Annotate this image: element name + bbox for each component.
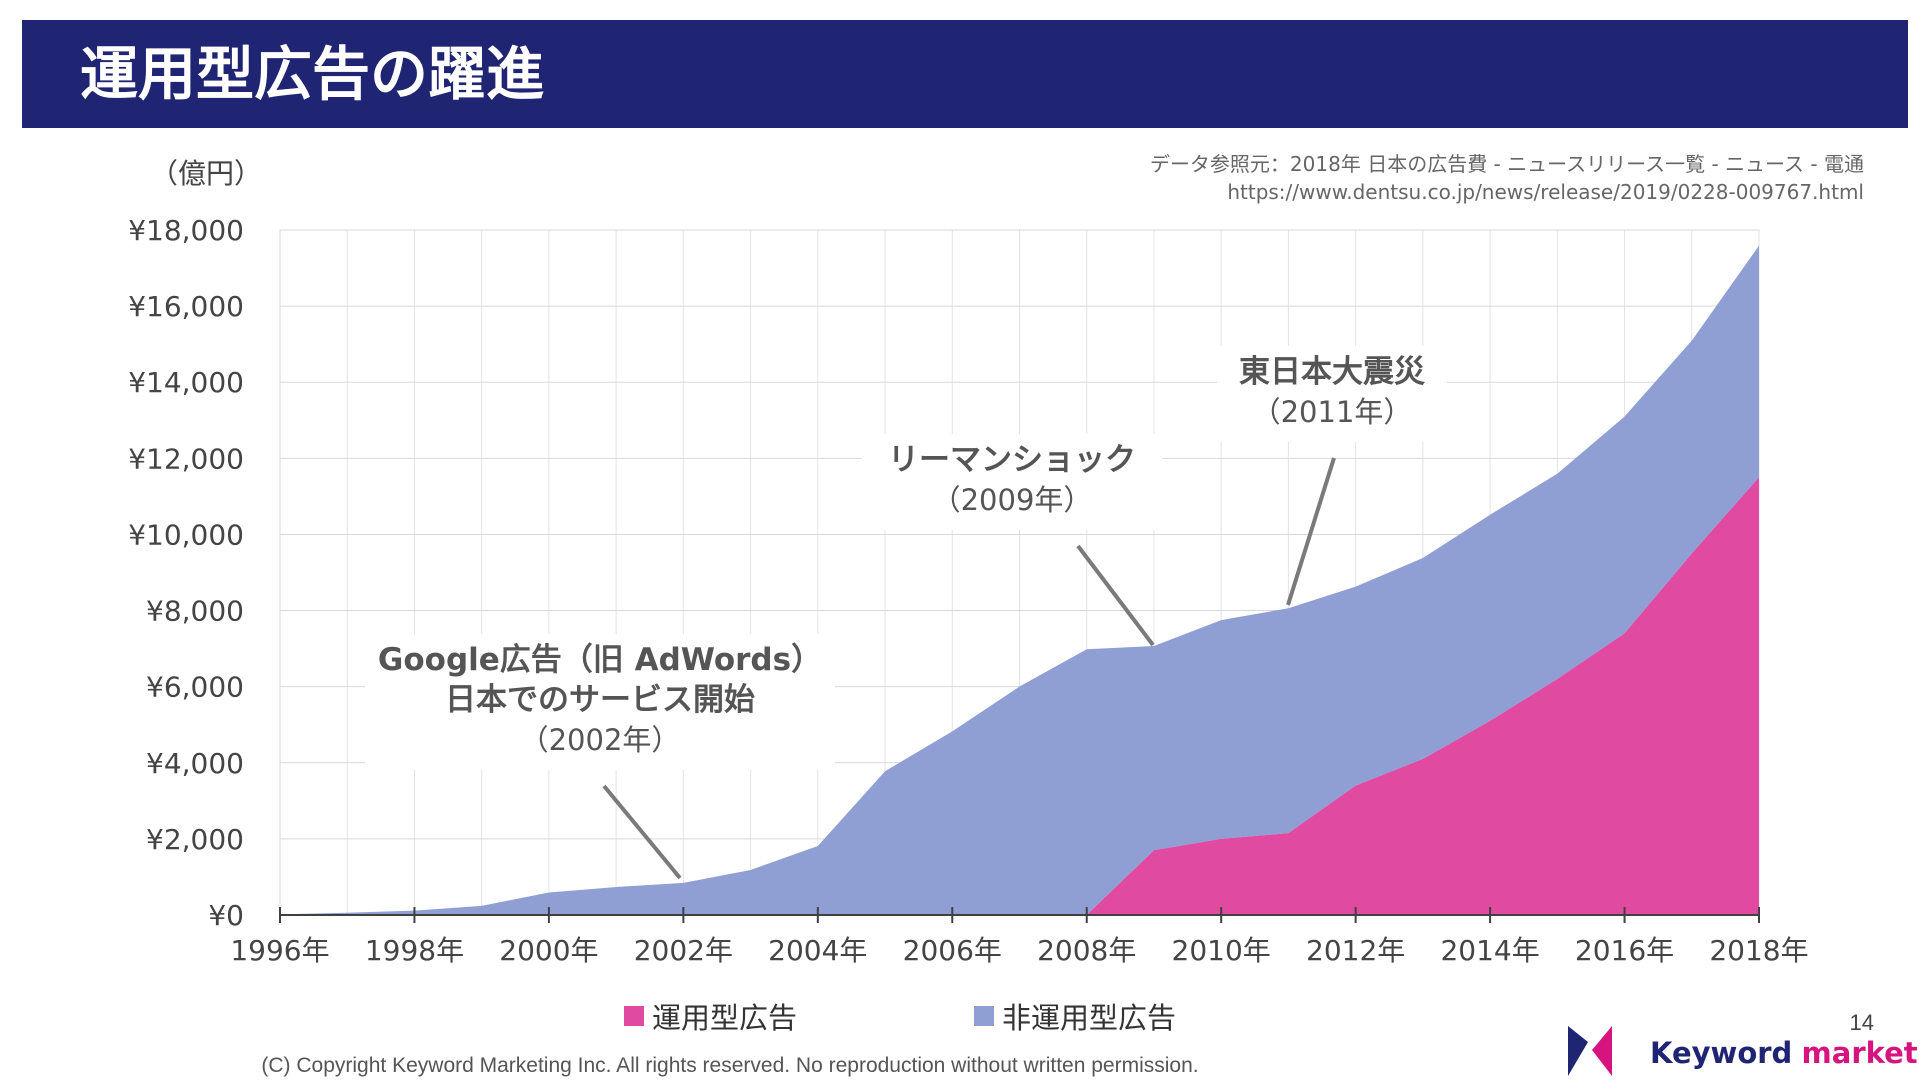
title-bar: 運用型広告の躍進 [22, 20, 1908, 128]
annotation-text: （2011年） [1252, 395, 1413, 429]
x-tick-label: 2010年 [1172, 934, 1271, 967]
y-axis-unit-label: （億円） [150, 157, 263, 190]
annotation-leader-line [1286, 457, 1336, 606]
legend-label-non-ad-ops: 非運用型広告 [1002, 1001, 1177, 1035]
legend-item-ad-ops: 運用型広告 [624, 996, 797, 1036]
source-line-1: データ参照元：2018年 日本の広告費 - ニュースリリース一覧 - ニュース … [1149, 152, 1864, 176]
annotation-leader-line [602, 784, 682, 880]
annotation-leader-line [1076, 544, 1155, 647]
annotation-text: （2009年） [932, 483, 1093, 517]
legend-item-non-ad-ops: 非運用型広告 [974, 996, 1176, 1036]
annotation-background [1217, 346, 1447, 442]
stacked-area-chart: ¥0 ¥2,000 ¥4,000 ¥6,000 ¥8,000 ¥10,000 ¥12,000… [128, 214, 1808, 967]
y-tick-label: ¥18,000 [128, 214, 244, 247]
y-tick-label: ¥6,000 [146, 671, 244, 704]
x-tick-label: 2006年 [903, 934, 1002, 967]
x-tick-label: 2000年 [499, 934, 598, 967]
annotation-text: 東日本大震災 [1239, 354, 1426, 390]
y-tick-label: ¥14,000 [128, 366, 244, 399]
copyright-notice: (C) Copyright Keyword Marketing Inc. All… [261, 1054, 1199, 1077]
y-tick-label: ¥8,000 [146, 595, 244, 628]
logo-word-keyword: Keyword [1650, 1036, 1793, 1070]
annotation-text: （2002年） [520, 723, 681, 757]
legend-swatch-ad-ops [624, 1006, 644, 1026]
annotation-text: Google広告（旧 AdWords） [378, 642, 822, 678]
y-tick-label: ¥10,000 [128, 518, 244, 551]
source-line-2: https://www.dentsu.co.jp/news/release/20… [1227, 180, 1864, 204]
y-tick-label: ¥4,000 [146, 747, 244, 780]
x-tick-label: 2002年 [634, 934, 733, 967]
page-number: 14 [1849, 1010, 1874, 1035]
logo-word-marketing: marketing [1801, 1036, 1920, 1070]
legend-label-ad-ops: 運用型広告 [652, 1001, 798, 1035]
annotation-text: リーマンショック [888, 442, 1136, 478]
x-tick-label: 2018年 [1709, 934, 1808, 967]
annotation-background [365, 634, 835, 770]
x-tick-label: 2012年 [1306, 934, 1405, 967]
y-tick-label: ¥0 [208, 899, 244, 932]
x-tick-label: 2004年 [768, 934, 867, 967]
y-tick-label: ¥16,000 [128, 290, 244, 323]
x-tick-label: 1998年 [365, 934, 464, 967]
legend-swatch-non-ad-ops [974, 1006, 994, 1026]
company-logo: Keyword marketing [1566, 1022, 1920, 1080]
logo-mark-icon [1568, 1026, 1612, 1076]
page-title: 運用型広告の躍進 [80, 40, 545, 108]
y-tick-label: ¥2,000 [146, 823, 244, 856]
annotation-background [862, 434, 1162, 530]
x-tick-label: 2016年 [1575, 934, 1674, 967]
x-tick-label: 2014年 [1440, 934, 1539, 967]
area-series-ad-ops [280, 477, 1759, 915]
annotation-text: 日本でのサービス開始 [445, 682, 755, 718]
x-tick-label: 2008年 [1037, 934, 1136, 967]
logo-wordmark: Keyword marketing [1650, 1036, 1920, 1070]
x-tick-label: 1996年 [230, 934, 329, 967]
area-series-non-ad-ops [280, 245, 1759, 915]
data-source-note: データ参照元：2018年 日本の広告費 - ニュースリリース一覧 - ニュース … [1150, 150, 1864, 206]
y-tick-label: ¥12,000 [128, 442, 244, 475]
